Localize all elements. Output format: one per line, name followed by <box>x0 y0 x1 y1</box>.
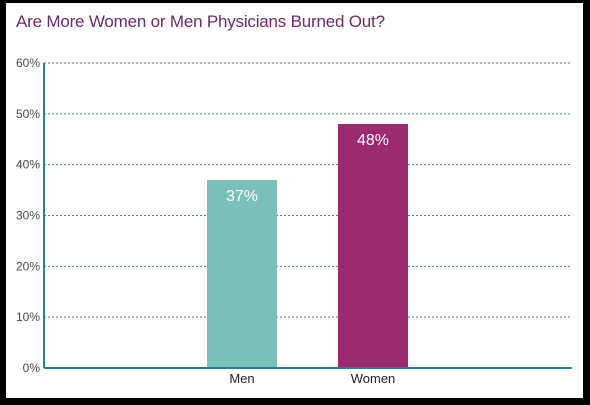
y-tick-label: 40% <box>16 158 40 172</box>
y-tick-label: 0% <box>23 361 41 375</box>
chart-card: Are More Women or Men Physicians Burned … <box>6 3 583 398</box>
y-tick-label: 50% <box>16 107 40 121</box>
bar-women <box>338 124 408 368</box>
data-label-women: 48% <box>357 132 389 149</box>
y-tick-label: 20% <box>16 259 40 273</box>
y-tick-label: 60% <box>16 56 40 70</box>
data-label-men: 37% <box>226 188 258 205</box>
y-tick-label: 30% <box>16 209 40 223</box>
x-tick-label-women: Women <box>351 371 396 386</box>
bar-chart: 0% 10% 20% 30% 40% 50% 60% 37% Men 48% Women <box>16 56 572 386</box>
bar-men <box>207 179 277 368</box>
x-tick-label-men: Men <box>229 371 254 386</box>
chart-title: Are More Women or Men Physicians Burned … <box>16 12 385 31</box>
y-tick-label: 10% <box>16 310 40 324</box>
